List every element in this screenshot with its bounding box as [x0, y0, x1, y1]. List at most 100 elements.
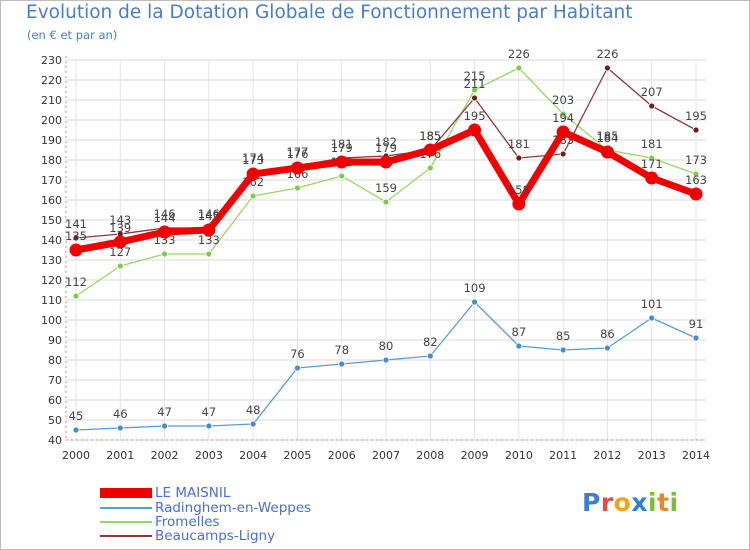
y-tick-label: 230 [41, 54, 62, 67]
proxiti-logo: Proxiti [582, 488, 679, 517]
y-tick-label: 180 [41, 154, 62, 167]
y-tick-label: 90 [48, 334, 62, 347]
data-point-fromelles [382, 198, 390, 206]
data-point-beaucamps-ligny [559, 150, 567, 158]
legend-item-radinghem-en-weppes: Radinghem-en-Weppes [100, 500, 311, 516]
data-point-le-maisnil [645, 171, 659, 185]
data-label-le-maisnil: 179 [331, 141, 353, 155]
data-label-le-maisnil: 135 [65, 229, 87, 243]
x-tick-label: 2014 [682, 449, 710, 462]
legend-swatch [100, 488, 152, 498]
data-label-le-maisnil: 171 [641, 157, 663, 171]
data-point-fromelles [515, 64, 523, 72]
y-tick-label: 50 [48, 414, 62, 427]
data-label-beaucamps-ligny: 146 [154, 207, 176, 221]
data-point-le-maisnil [202, 223, 216, 237]
data-point-le-maisnil [512, 197, 526, 211]
data-point-beaucamps-ligny [648, 102, 656, 110]
data-point-radinghem-en-weppes [116, 424, 124, 432]
data-point-radinghem-en-weppes [205, 422, 213, 430]
data-label-beaucamps-ligny: 226 [596, 47, 618, 61]
data-point-radinghem-en-weppes [161, 422, 168, 430]
x-tick-label: 2013 [638, 449, 666, 462]
data-label-radinghem-en-weppes: 48 [246, 403, 261, 417]
data-label-beaucamps-ligny: 181 [331, 137, 353, 151]
data-point-le-maisnil [423, 143, 437, 157]
data-label-fromelles: 185 [596, 129, 618, 143]
data-label-beaucamps-ligny: 181 [508, 137, 530, 151]
data-label-le-maisnil: 184 [596, 131, 618, 145]
data-label-beaucamps-ligny: 174 [242, 151, 264, 165]
y-tick-label: 150 [41, 214, 62, 227]
legend-item-le-maisnil: LE MAISNIL [100, 485, 230, 501]
data-point-radinghem-en-weppes [471, 298, 478, 306]
data-point-beaucamps-ligny [471, 94, 478, 102]
data-point-beaucamps-ligny [72, 234, 80, 242]
data-point-fromelles [116, 262, 124, 270]
y-tick-label: 60 [48, 394, 62, 407]
data-label-radinghem-en-weppes: 80 [379, 339, 394, 353]
data-label-radinghem-en-weppes: 85 [556, 329, 571, 343]
legend-swatch [100, 535, 152, 537]
data-point-le-maisnil [556, 125, 570, 139]
y-tick-label: 210 [41, 94, 62, 107]
data-label-beaucamps-ligny: 177 [286, 145, 308, 159]
legend-label: Radinghem-en-Weppes [155, 500, 312, 516]
data-point-radinghem-en-weppes [604, 344, 611, 352]
data-label-le-maisnil: 145 [198, 209, 220, 223]
data-point-beaucamps-ligny [515, 154, 523, 162]
x-tick-label: 2000 [62, 449, 90, 462]
data-point-le-maisnil [158, 225, 172, 239]
chart-title: Evolution de la Dotation Globale de Fonc… [26, 2, 633, 23]
data-label-le-maisnil: 176 [286, 147, 308, 161]
y-tick-label: 140 [41, 234, 62, 247]
data-label-fromelles: 133 [198, 233, 220, 247]
data-point-le-maisnil [600, 145, 614, 159]
y-tick-label: 190 [41, 134, 62, 147]
data-point-fromelles [72, 292, 80, 300]
data-label-beaucamps-ligny: 211 [464, 77, 486, 91]
data-label-beaucamps-ligny: 185 [419, 129, 441, 143]
data-point-fromelles [161, 250, 168, 258]
x-tick-label: 2002 [151, 449, 179, 462]
data-point-radinghem-en-weppes [338, 360, 346, 368]
y-tick-label: 220 [41, 74, 62, 87]
x-tick-label: 2010 [505, 449, 533, 462]
data-point-radinghem-en-weppes [249, 420, 257, 428]
data-label-fromelles: 159 [375, 181, 397, 195]
data-label-le-maisnil: 144 [154, 211, 176, 225]
data-point-le-maisnil [335, 155, 349, 169]
x-tick-label: 2001 [106, 449, 134, 462]
data-label-le-maisnil: 173 [242, 153, 264, 167]
data-label-beaucamps-ligny: 195 [685, 109, 707, 123]
x-tick-label: 2005 [283, 449, 311, 462]
data-label-fromelles: 181 [641, 137, 663, 151]
y-tick-label: 70 [48, 374, 62, 387]
legend-label: LE MAISNIL [155, 485, 231, 501]
data-label-beaucamps-ligny: 143 [109, 213, 131, 227]
data-point-radinghem-en-weppes [294, 364, 301, 372]
data-label-fromelles: 226 [508, 47, 530, 61]
data-label-radinghem-en-weppes: 109 [464, 281, 486, 295]
y-tick-label: 200 [41, 114, 62, 127]
data-label-radinghem-en-weppes: 87 [512, 325, 527, 339]
data-label-radinghem-en-weppes: 82 [423, 335, 438, 349]
data-point-fromelles [692, 170, 700, 178]
data-label-beaucamps-ligny: 207 [641, 85, 663, 99]
data-point-beaucamps-ligny [692, 126, 700, 134]
legend-swatch [100, 507, 152, 509]
y-tick-label: 100 [41, 314, 62, 327]
data-label-le-maisnil: 194 [552, 111, 574, 125]
legend-label: Beaucamps-Ligny [155, 528, 276, 544]
data-point-le-maisnil [290, 161, 304, 175]
data-label-radinghem-en-weppes: 86 [600, 327, 615, 341]
data-label-fromelles: 127 [109, 245, 131, 259]
x-tick-label: 2012 [593, 449, 621, 462]
y-tick-label: 160 [41, 194, 62, 207]
x-tick-label: 2004 [239, 449, 267, 462]
data-point-fromelles [648, 154, 656, 162]
x-tick-label: 2007 [372, 449, 400, 462]
data-point-le-maisnil [69, 243, 83, 257]
data-point-fromelles [205, 250, 213, 258]
